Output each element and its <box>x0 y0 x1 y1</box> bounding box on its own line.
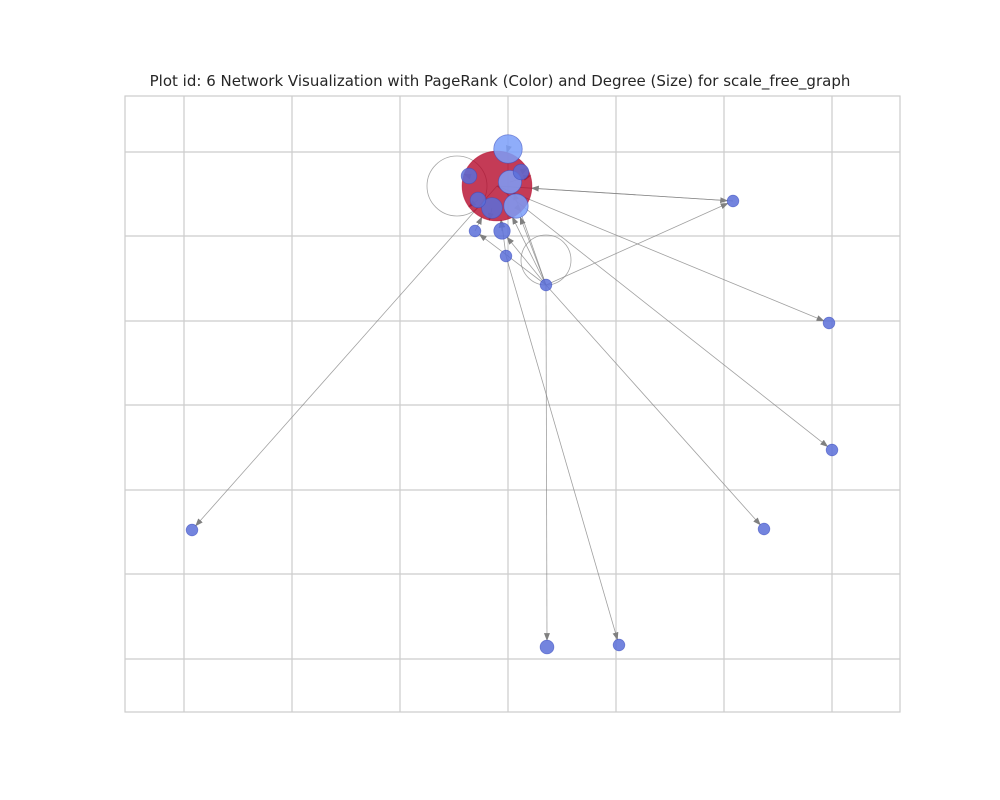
node-n17 <box>539 639 555 655</box>
plot-title: Plot id: 6 Network Visualization with Pa… <box>149 72 851 90</box>
edge <box>195 185 498 527</box>
self-loop <box>520 234 572 286</box>
node-n16 <box>185 523 199 537</box>
node-n3 <box>503 193 529 219</box>
node-n12 <box>726 194 740 208</box>
node-n10 <box>499 249 513 263</box>
node-n11 <box>539 278 553 292</box>
node-n8 <box>493 222 511 240</box>
node-n5 <box>460 167 478 185</box>
edge <box>545 284 761 526</box>
node-n4 <box>481 197 503 219</box>
node-n15 <box>757 522 771 536</box>
plot-frame <box>124 95 901 713</box>
edge <box>530 185 734 202</box>
grid-layer <box>125 96 900 712</box>
node-n14 <box>825 443 839 457</box>
node-n9 <box>468 224 482 238</box>
node-n13 <box>822 316 836 330</box>
edge <box>512 216 547 286</box>
edge <box>478 233 547 286</box>
edge <box>519 216 547 286</box>
node-n7 <box>469 191 487 209</box>
node-layer <box>185 134 839 655</box>
edge <box>496 185 829 448</box>
edge-layer <box>195 144 829 642</box>
node-n1 <box>493 134 523 164</box>
edge <box>506 236 547 286</box>
node-n18 <box>612 638 626 652</box>
edge <box>545 202 729 286</box>
edge <box>505 255 619 641</box>
edge <box>496 185 825 322</box>
node-n6 <box>512 163 530 181</box>
edge <box>543 284 550 642</box>
